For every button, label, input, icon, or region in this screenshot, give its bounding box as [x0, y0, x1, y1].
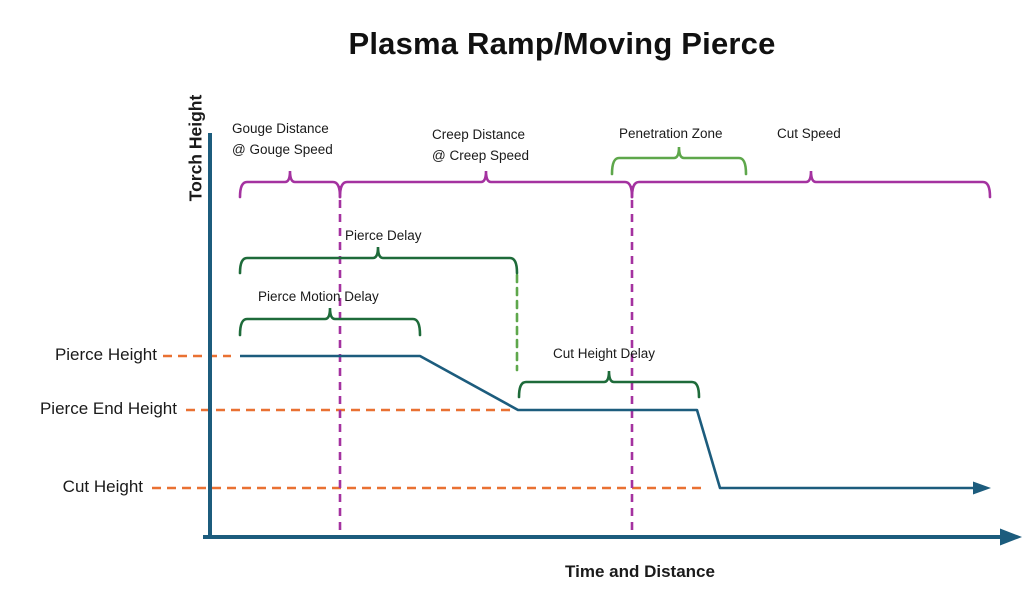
pierce-motion-delay-brace — [238, 307, 422, 337]
delay-braces — [238, 246, 701, 399]
penetration-zone-annotation: Penetration Zone — [619, 126, 723, 141]
gouge-distance-line1: Gouge Distance — [232, 121, 329, 136]
creep-distance-line1: Creep Distance — [432, 127, 526, 142]
y-axis-label: Torch Height — [185, 94, 206, 202]
pierce-motion-delay-annotation: Pierce Motion Delay — [258, 289, 379, 304]
x-axis-label: Time and Distance — [565, 562, 715, 581]
penetration-zone-brace — [610, 146, 748, 176]
pierce-delay-brace — [238, 246, 519, 275]
speed-braces — [238, 170, 992, 199]
pierce-end-height-label: Pierce End Height — [39, 399, 177, 418]
creep-distance-brace — [338, 170, 634, 199]
gouge-distance-brace — [238, 170, 342, 199]
pierce-delay-annotation: Pierce Delay — [345, 228, 422, 243]
gouge-distance-line2: @ Gouge Speed — [232, 142, 333, 157]
creep-distance-line2: @ Creep Speed — [432, 148, 530, 163]
cut-height-delay-annotation: Cut Height Delay — [553, 346, 656, 361]
phase-boundary-lines — [338, 186, 634, 535]
x-axis-arrow-icon — [1000, 528, 1022, 546]
penetration-zone-group — [515, 146, 748, 372]
height-reference-lines — [152, 354, 707, 490]
cut-height-delay-brace — [517, 370, 701, 399]
cut-height-label: Cut Height — [62, 477, 143, 496]
page-title: Plasma Ramp/Moving Pierce — [348, 26, 776, 61]
axes — [203, 133, 1003, 539]
creep-distance-annotation: Creep Distance @ Creep Speed — [432, 124, 529, 166]
pierce-height-label: Pierce Height — [54, 345, 157, 364]
torch-height-profile — [240, 354, 976, 490]
torch-profile-arrow-icon — [973, 481, 991, 495]
gouge-distance-annotation: Gouge Distance @ Gouge Speed — [232, 118, 333, 160]
torch-profile-path — [240, 354, 976, 490]
cut-speed-annotation: Cut Speed — [777, 126, 841, 141]
cut-speed-brace — [630, 170, 992, 199]
